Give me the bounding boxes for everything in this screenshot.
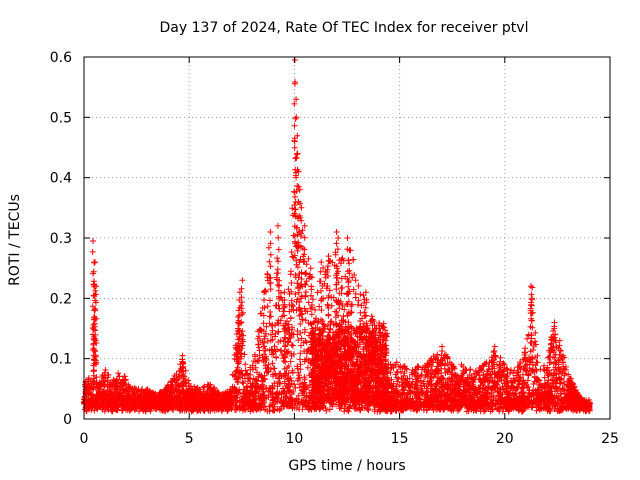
roti-point-markers [81, 57, 593, 415]
x-tick-label: 15 [391, 431, 409, 447]
y-tick-labels: 0 0.1 0.2 0.3 0.4 0.5 0.6 [50, 50, 72, 428]
y-tick-label: 0.1 [50, 352, 72, 368]
x-axis-label: GPS time / hours [288, 458, 405, 474]
x-tick-label: 20 [496, 431, 514, 447]
chart-title: Day 137 of 2024, Rate Of TEC Index for r… [160, 20, 529, 36]
y-axis-label: ROTI / TECUs [7, 194, 23, 286]
x-tick-label: 10 [285, 431, 303, 447]
axis-ticks [83, 56, 611, 420]
y-tick-label: 0.3 [50, 231, 72, 247]
y-tick-label: 0.5 [50, 110, 72, 126]
y-tick-label: 0.6 [50, 50, 72, 66]
x-tick-label: 25 [601, 431, 619, 447]
x-tick-label: 5 [185, 431, 194, 447]
y-tick-label: 0.2 [50, 291, 72, 307]
data-points [81, 57, 593, 415]
y-tick-label: 0.4 [50, 171, 72, 187]
y-tick-label: 0 [63, 412, 72, 428]
x-tick-label: 0 [80, 431, 89, 447]
x-tick-labels: 0 5 10 15 20 25 [80, 431, 619, 447]
